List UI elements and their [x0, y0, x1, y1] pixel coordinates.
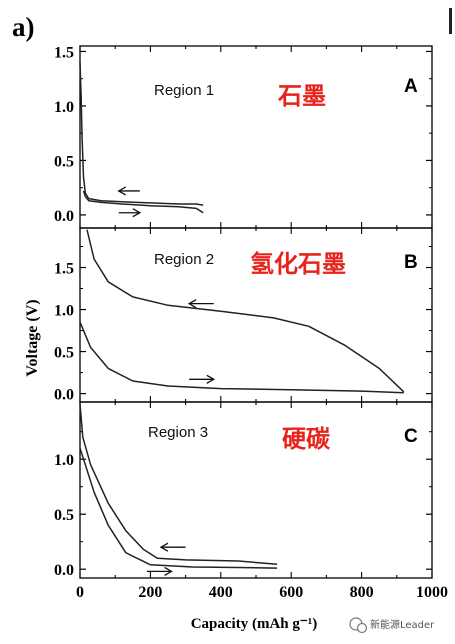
region-label: Region 3: [148, 424, 208, 441]
chinese-material-label: 氢化石墨: [250, 250, 346, 278]
curve-discharge: [79, 62, 204, 206]
x-axis-label: Capacity (mAh g⁻¹): [191, 616, 318, 632]
watermark: 新能源Leader: [349, 617, 435, 634]
curve-discharge: [86, 229, 405, 393]
chinese-material-label: 石墨: [277, 83, 326, 110]
y-tick-label: 0.0: [54, 387, 74, 404]
x-tick-label: 400: [209, 584, 233, 601]
y-tick-label: 1.0: [54, 452, 74, 469]
arrow-right-head: [132, 208, 142, 218]
watermark-text: 新能源Leader: [370, 618, 435, 631]
curve-charge: [79, 321, 404, 394]
panel-letter: A: [404, 76, 418, 97]
panel-frame: [79, 401, 433, 579]
arrow-right-head: [206, 374, 216, 384]
arrow-left-head: [187, 299, 197, 309]
y-tick-label: 0.5: [54, 507, 74, 524]
y-tick-label: 0.0: [54, 208, 74, 225]
panel-B: 0.0 0.5 1.0 1.5 Region 2 氢化石墨 B: [54, 227, 433, 404]
y-tick-label: 1.5: [54, 44, 74, 61]
chinese-material-label: 硬碳: [282, 426, 331, 453]
x-tick-label: 800: [350, 584, 374, 601]
curve-discharge: [79, 404, 278, 566]
panel-C: 0.0 0.5 1.0 0 200 400 600 800 1000 Region 3 硬碳 C: [54, 401, 448, 601]
panel-letter: B: [404, 252, 418, 273]
y-tick-label: 0.5: [54, 345, 74, 362]
y-tick-label: 1.0: [54, 303, 74, 320]
panel-letter: C: [404, 426, 418, 447]
panel-label: a): [12, 12, 35, 42]
x-tick-label: 200: [138, 584, 162, 601]
y-tick-label: 0.0: [54, 562, 74, 579]
y-axis-label: Voltage (V): [24, 299, 41, 376]
arrow-left-head: [117, 186, 127, 196]
wechat-icon-bubble: [356, 622, 368, 634]
panels: 0.0 0.5 1.0 1.5 Region 1 石墨 A 0.0 0.5 1.0 1.5 Regio…: [54, 44, 448, 601]
edge-mark: [449, 8, 452, 34]
region-label: Region 1: [154, 82, 214, 99]
panel-frame: [79, 45, 433, 229]
curve-charge: [82, 190, 204, 214]
y-tick-label: 0.5: [54, 153, 74, 170]
x-tick-label: 0: [76, 584, 84, 601]
region-label: Region 2: [154, 251, 214, 268]
arrow-left-head: [159, 542, 169, 552]
y-tick-label: 1.5: [54, 261, 74, 278]
panel-A: 0.0 0.5 1.0 1.5 Region 1 石墨 A: [54, 44, 433, 229]
y-tick-label: 1.0: [54, 99, 74, 116]
x-tick-label: 600: [279, 584, 303, 601]
curve-charge: [79, 447, 278, 569]
x-tick-label: 1000: [416, 584, 448, 601]
arrow-right-head: [164, 566, 173, 576]
